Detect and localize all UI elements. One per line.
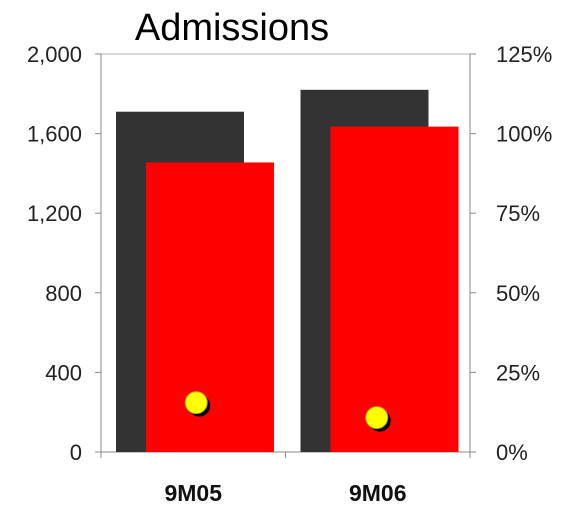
left-axis-tick-label: 1,600	[27, 122, 82, 147]
left-axis-tick-label: 0	[70, 440, 82, 465]
bar-series-2	[146, 162, 274, 452]
plot-area: 0 400 800 1,200 1,600 2,000 0% 25% 50% 75% 100% 125…	[27, 42, 552, 506]
right-axis-tick-label: 0%	[496, 440, 528, 465]
x-axis-category-label: 9M05	[164, 480, 222, 506]
right-axis-tick-label: 25%	[496, 360, 540, 385]
left-axis-tick-label: 800	[45, 281, 82, 306]
x-axis-category-label: 9M06	[349, 480, 407, 506]
right-axis-tick-label: 125%	[496, 42, 552, 67]
right-axis-tick-label: 100%	[496, 122, 552, 147]
left-axis-tick-label: 1,200	[27, 201, 82, 226]
bar-series-2	[330, 126, 459, 452]
chart-title: Admissions	[135, 7, 329, 49]
right-axis-tick-label: 50%	[496, 281, 540, 306]
left-axis-tick-label: 2,000	[27, 42, 82, 67]
left-axis-tick-label: 400	[45, 360, 82, 385]
right-axis-tick-label: 75%	[496, 201, 540, 226]
marker-point	[365, 406, 389, 430]
marker-point	[184, 391, 208, 415]
